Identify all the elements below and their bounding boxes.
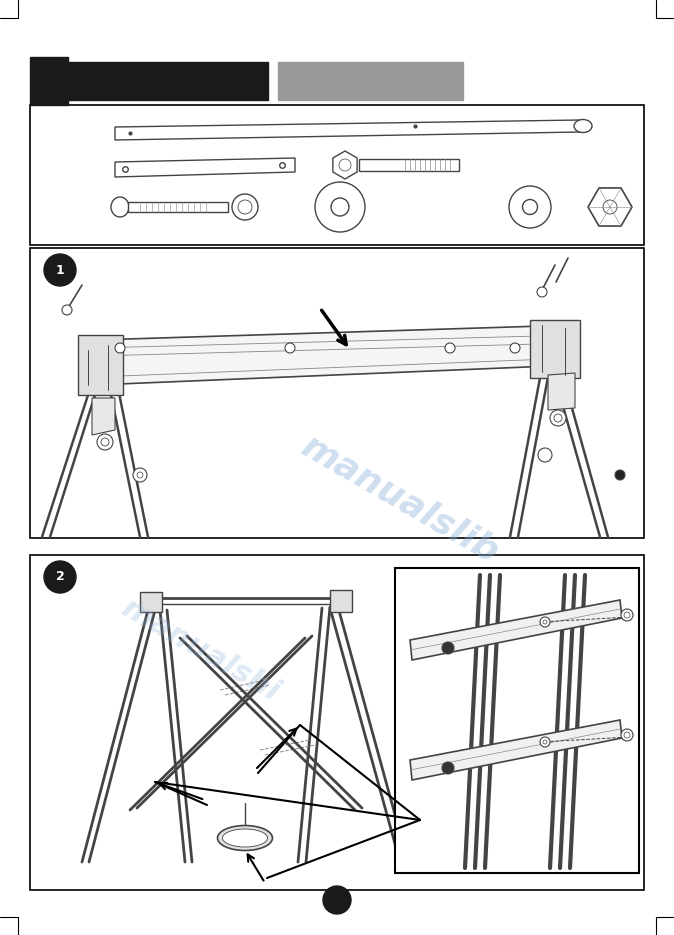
Circle shape [624, 732, 630, 738]
Circle shape [543, 740, 547, 744]
Polygon shape [588, 188, 632, 226]
Text: manualshi: manualshi [116, 593, 284, 707]
Bar [530, 320, 580, 378]
Ellipse shape [331, 198, 349, 216]
Polygon shape [333, 151, 357, 179]
Bar [278, 62, 463, 100]
Ellipse shape [238, 200, 252, 214]
Polygon shape [115, 158, 295, 177]
Ellipse shape [222, 829, 268, 847]
Bar [140, 592, 162, 612]
Polygon shape [548, 373, 575, 410]
Circle shape [285, 343, 295, 353]
Polygon shape [92, 398, 115, 435]
Circle shape [540, 617, 550, 627]
Circle shape [543, 620, 547, 624]
Bar [128, 202, 228, 212]
Ellipse shape [603, 200, 617, 214]
Ellipse shape [339, 159, 351, 171]
Circle shape [442, 642, 454, 654]
Text: 1: 1 [56, 264, 65, 277]
Circle shape [550, 410, 566, 426]
Ellipse shape [574, 120, 592, 133]
Ellipse shape [111, 197, 129, 217]
Circle shape [537, 287, 547, 297]
Circle shape [510, 343, 520, 353]
Circle shape [133, 468, 147, 482]
Text: manualslib: manualslib [295, 430, 505, 570]
Ellipse shape [218, 826, 272, 851]
Bar [68, 62, 268, 100]
Circle shape [538, 448, 552, 462]
Bar [30, 555, 644, 890]
Bar [30, 57, 68, 105]
Circle shape [101, 438, 109, 446]
Circle shape [624, 612, 630, 618]
Polygon shape [410, 600, 622, 660]
Circle shape [44, 254, 76, 286]
Circle shape [615, 470, 625, 480]
Text: 2: 2 [56, 570, 65, 583]
Circle shape [44, 561, 76, 593]
Ellipse shape [522, 199, 537, 214]
Ellipse shape [315, 182, 365, 232]
Circle shape [323, 886, 351, 914]
Circle shape [554, 414, 562, 422]
Bar [359, 159, 459, 171]
Ellipse shape [232, 194, 258, 220]
Bar [30, 248, 644, 538]
Bar [78, 335, 123, 395]
Bar [330, 590, 352, 612]
Circle shape [445, 343, 455, 353]
Circle shape [442, 762, 454, 774]
Polygon shape [115, 120, 580, 140]
Circle shape [62, 305, 72, 315]
Bar [30, 105, 644, 245]
Bar [395, 568, 639, 873]
Circle shape [137, 472, 143, 478]
Circle shape [115, 343, 125, 353]
Polygon shape [95, 325, 575, 385]
Ellipse shape [509, 186, 551, 228]
Circle shape [621, 609, 633, 621]
Circle shape [621, 729, 633, 741]
Circle shape [540, 737, 550, 747]
Circle shape [97, 434, 113, 450]
Polygon shape [410, 720, 622, 780]
